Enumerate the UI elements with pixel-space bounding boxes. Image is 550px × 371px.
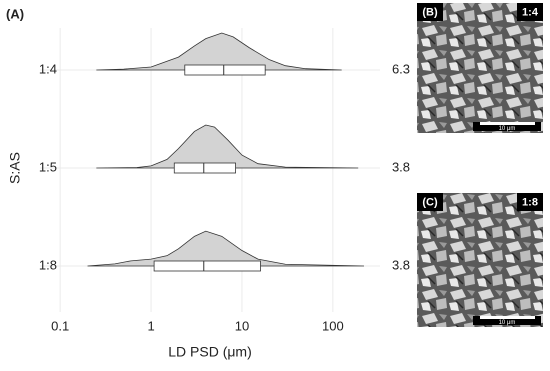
sem-image [417,3,543,133]
median-label: 3.8 [392,257,410,272]
image-label: (B) [422,6,438,18]
label-box [417,3,443,21]
x-tick-label: 1 [147,318,154,333]
image-label: (C) [422,196,438,208]
median-label: 3.8 [392,159,410,174]
row-label: 1:4 [39,61,57,76]
median-label: 6.3 [392,61,410,76]
scale-label: 10 μm [499,126,516,132]
density-curve [96,32,342,71]
panel-label: (A) [6,6,24,21]
scale-label: 10 μm [499,320,516,326]
sem-image [417,193,543,327]
row-label: 1:8 [39,257,57,272]
sem-image-b: (B) 1:4 10 μm [417,3,543,133]
row-label: 1:5 [39,159,57,174]
density-curve [87,230,364,267]
label-box [417,193,443,211]
label-box [517,3,543,21]
x-tick-label: 0.1 [51,318,69,333]
box [173,162,236,174]
x-axis-label: LD PSD (μm) [168,344,252,360]
box [153,260,261,272]
scale-bar-box [473,316,541,325]
y-axis-label: S:AS [7,152,23,184]
x-tick-label: 10 [235,318,249,333]
scale-bar-box [473,122,541,131]
box [184,64,266,76]
scale-bar [480,122,535,125]
image-ratio: 1:4 [522,6,539,18]
plot-area: 0.1 1 10 100 1:4 6.3 1:5 3.8 1:8 3.8 [39,28,410,333]
scale-bar [480,316,535,319]
x-tick-label: 100 [322,318,344,333]
sem-image-c: (C) 1:8 10 μm [417,193,543,327]
density-curve [96,124,359,169]
label-box [517,193,543,211]
image-ratio: 1:8 [522,196,538,208]
